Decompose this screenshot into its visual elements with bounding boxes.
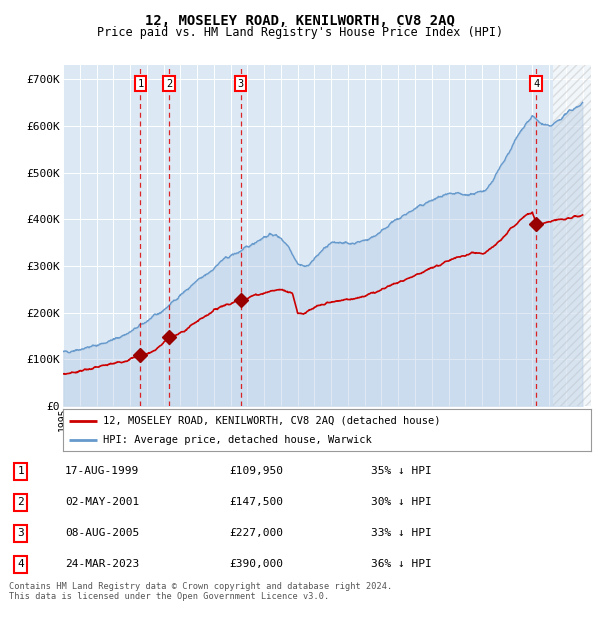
Text: 36% ↓ HPI: 36% ↓ HPI: [371, 559, 431, 569]
Text: HPI: Average price, detached house, Warwick: HPI: Average price, detached house, Warw…: [103, 435, 371, 445]
Text: £227,000: £227,000: [229, 528, 283, 538]
Text: Price paid vs. HM Land Registry's House Price Index (HPI): Price paid vs. HM Land Registry's House …: [97, 26, 503, 39]
Text: £147,500: £147,500: [229, 497, 283, 507]
Text: 2: 2: [17, 497, 24, 507]
Text: £390,000: £390,000: [229, 559, 283, 569]
Text: 1: 1: [17, 466, 24, 476]
Text: 4: 4: [533, 79, 539, 89]
Text: 12, MOSELEY ROAD, KENILWORTH, CV8 2AQ: 12, MOSELEY ROAD, KENILWORTH, CV8 2AQ: [145, 14, 455, 28]
Text: 33% ↓ HPI: 33% ↓ HPI: [371, 528, 431, 538]
Text: 35% ↓ HPI: 35% ↓ HPI: [371, 466, 431, 476]
Text: 1: 1: [137, 79, 143, 89]
Text: 3: 3: [17, 528, 24, 538]
Text: 08-AUG-2005: 08-AUG-2005: [65, 528, 139, 538]
Bar: [553, 65, 591, 406]
Text: 02-MAY-2001: 02-MAY-2001: [65, 497, 139, 507]
Text: Contains HM Land Registry data © Crown copyright and database right 2024.
This d: Contains HM Land Registry data © Crown c…: [9, 582, 392, 601]
Text: 3: 3: [238, 79, 244, 89]
Text: 4: 4: [17, 559, 24, 569]
Text: £109,950: £109,950: [229, 466, 283, 476]
Text: 2: 2: [166, 79, 172, 89]
Text: 17-AUG-1999: 17-AUG-1999: [65, 466, 139, 476]
Text: 24-MAR-2023: 24-MAR-2023: [65, 559, 139, 569]
Text: 30% ↓ HPI: 30% ↓ HPI: [371, 497, 431, 507]
Text: 12, MOSELEY ROAD, KENILWORTH, CV8 2AQ (detached house): 12, MOSELEY ROAD, KENILWORTH, CV8 2AQ (d…: [103, 415, 440, 425]
